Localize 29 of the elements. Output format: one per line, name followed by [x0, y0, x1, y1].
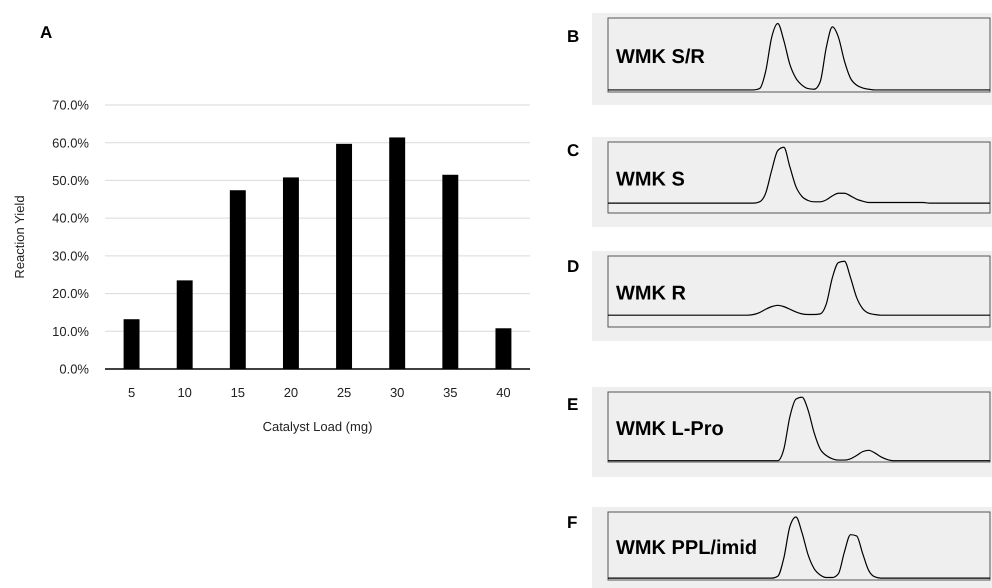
chart-title: B	[567, 27, 580, 46]
x-tick-label: 25	[336, 385, 352, 400]
y-tick-label: 30.0%	[52, 248, 90, 264]
annotation: WMK S/R	[616, 46, 706, 68]
chart-title: C	[567, 141, 580, 160]
y-tick-label: 0.0%	[59, 362, 90, 377]
x-tick-label: 10	[177, 385, 192, 400]
x-axis-title: Catalyst Load (mg)	[262, 419, 372, 434]
annotation: WMK R	[616, 282, 687, 304]
x-tick-label: 15	[230, 385, 246, 400]
y-tick-label: 10.0%	[52, 324, 90, 339]
x-tick-label: 30	[390, 385, 404, 400]
y-tick-label: 50.0%	[52, 172, 90, 188]
x-tick-label: 5	[128, 385, 136, 400]
y-tick-label: 40.0%	[52, 210, 90, 226]
annotation: WMK L-Pro	[616, 418, 724, 440]
chart-title: A	[40, 23, 52, 42]
y-tick-label: 20.0%	[52, 286, 90, 302]
annotation: WMK PPL/imid	[616, 537, 758, 559]
chart-title: F	[567, 513, 578, 532]
y-tick-label: 70.0%	[52, 98, 90, 113]
chart-title: D	[567, 257, 580, 276]
x-tick-label: 20	[284, 385, 298, 400]
y-tick-label: 60.0%	[52, 135, 90, 150]
chart-title: E	[567, 395, 578, 414]
y-axis-title: Reaction Yield	[12, 195, 27, 279]
x-tick-label: 35	[443, 385, 458, 400]
x-tick-label: 40	[496, 385, 511, 400]
annotation: WMK S	[616, 168, 685, 190]
